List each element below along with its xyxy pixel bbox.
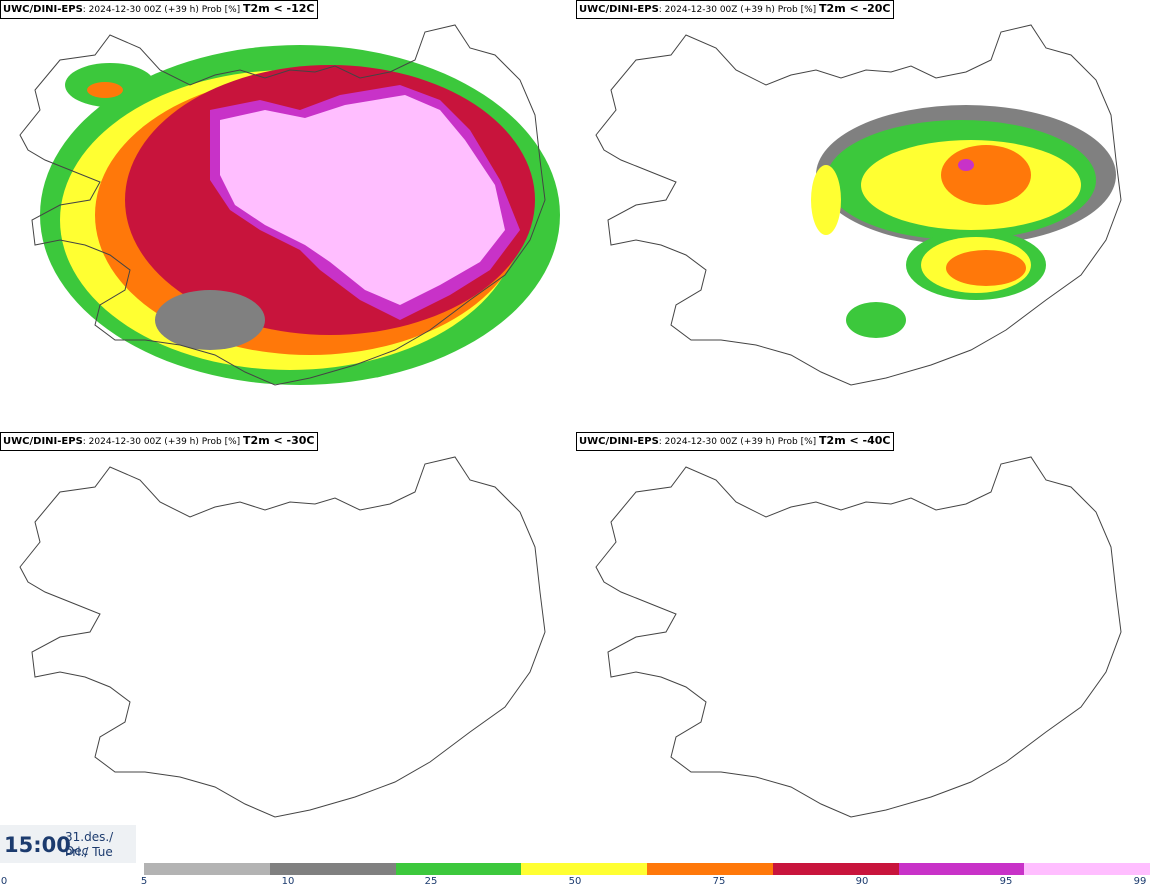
legend-segment: [269, 863, 396, 875]
run-info: : 2024-12-30 00Z (+39 h) Prob [%]: [658, 5, 820, 15]
probability-map: [19, 456, 546, 818]
coastline-outline: [19, 456, 546, 818]
legend-segment: [144, 863, 270, 875]
variable-threshold: T2m < -20C: [819, 2, 891, 15]
probability-map: [19, 24, 560, 386]
coastline-outline: [595, 456, 1122, 818]
probability-color-legend: [144, 863, 1150, 875]
probability-shading: [40, 45, 560, 385]
run-info: : 2024-12-30 00Z (+39 h) Prob [%]: [658, 437, 820, 447]
valid-date: 31.des./ Dec: [65, 830, 114, 858]
model-name: UWC/DINI-EPS: [3, 4, 83, 15]
legend-segment: [1024, 863, 1150, 875]
legend-tick: 5: [140, 876, 148, 887]
legend-segment: [898, 863, 1025, 875]
variable-threshold: T2m < -12C: [243, 2, 315, 15]
model-name: UWC/DINI-EPS: [3, 436, 83, 447]
variable-threshold: T2m < -30C: [243, 434, 315, 447]
model-name: UWC/DINI-EPS: [579, 436, 659, 447]
legend-tick: 99: [1133, 876, 1147, 887]
legend-tick: 0: [0, 876, 8, 887]
probability-map: [595, 24, 1122, 386]
map-panel-t2m-minus-12: UWC/DINI-EPS: 2024-12-30 00Z (+39 h) Pro…: [0, 0, 575, 432]
legend-segment: [772, 863, 899, 875]
model-name: UWC/DINI-EPS: [579, 4, 659, 15]
legend-tick: 95: [999, 876, 1013, 887]
map-title: UWC/DINI-EPS: 2024-12-30 00Z (+39 h) Pro…: [576, 0, 895, 19]
probability-map: [595, 456, 1122, 818]
legend-tick: 90: [855, 876, 869, 887]
valid-hour: 15:00: [4, 833, 71, 857]
legend-segment: [395, 863, 522, 875]
map-title: UWC/DINI-EPS: 2024-12-30 00Z (+39 h) Pro…: [0, 432, 319, 451]
legend-tick: 75: [712, 876, 726, 887]
map-title: UWC/DINI-EPS: 2024-12-30 00Z (+39 h) Pro…: [0, 0, 319, 19]
legend-segment: [647, 863, 773, 875]
legend-tick: 10: [281, 876, 295, 887]
run-info: : 2024-12-30 00Z (+39 h) Prob [%]: [82, 5, 244, 15]
variable-threshold: T2m < -40C: [819, 434, 891, 447]
map-panel-t2m-minus-40: UWC/DINI-EPS: 2024-12-30 00Z (+39 h) Pro…: [576, 432, 1150, 864]
legend-segment: [521, 863, 647, 875]
probability-shading: [811, 105, 1116, 338]
valid-weekday: Þri./ Tue: [65, 845, 113, 859]
valid-time-box: 15:00 31.des./ Dec Þri./ Tue: [0, 825, 136, 863]
legend-tick: 25: [424, 876, 438, 887]
legend-tick: 50: [568, 876, 582, 887]
map-title: UWC/DINI-EPS: 2024-12-30 00Z (+39 h) Pro…: [576, 432, 895, 451]
map-panel-t2m-minus-20: UWC/DINI-EPS: 2024-12-30 00Z (+39 h) Pro…: [576, 0, 1150, 432]
run-info: : 2024-12-30 00Z (+39 h) Prob [%]: [82, 437, 244, 447]
map-panel-t2m-minus-30: UWC/DINI-EPS: 2024-12-30 00Z (+39 h) Pro…: [0, 432, 575, 864]
